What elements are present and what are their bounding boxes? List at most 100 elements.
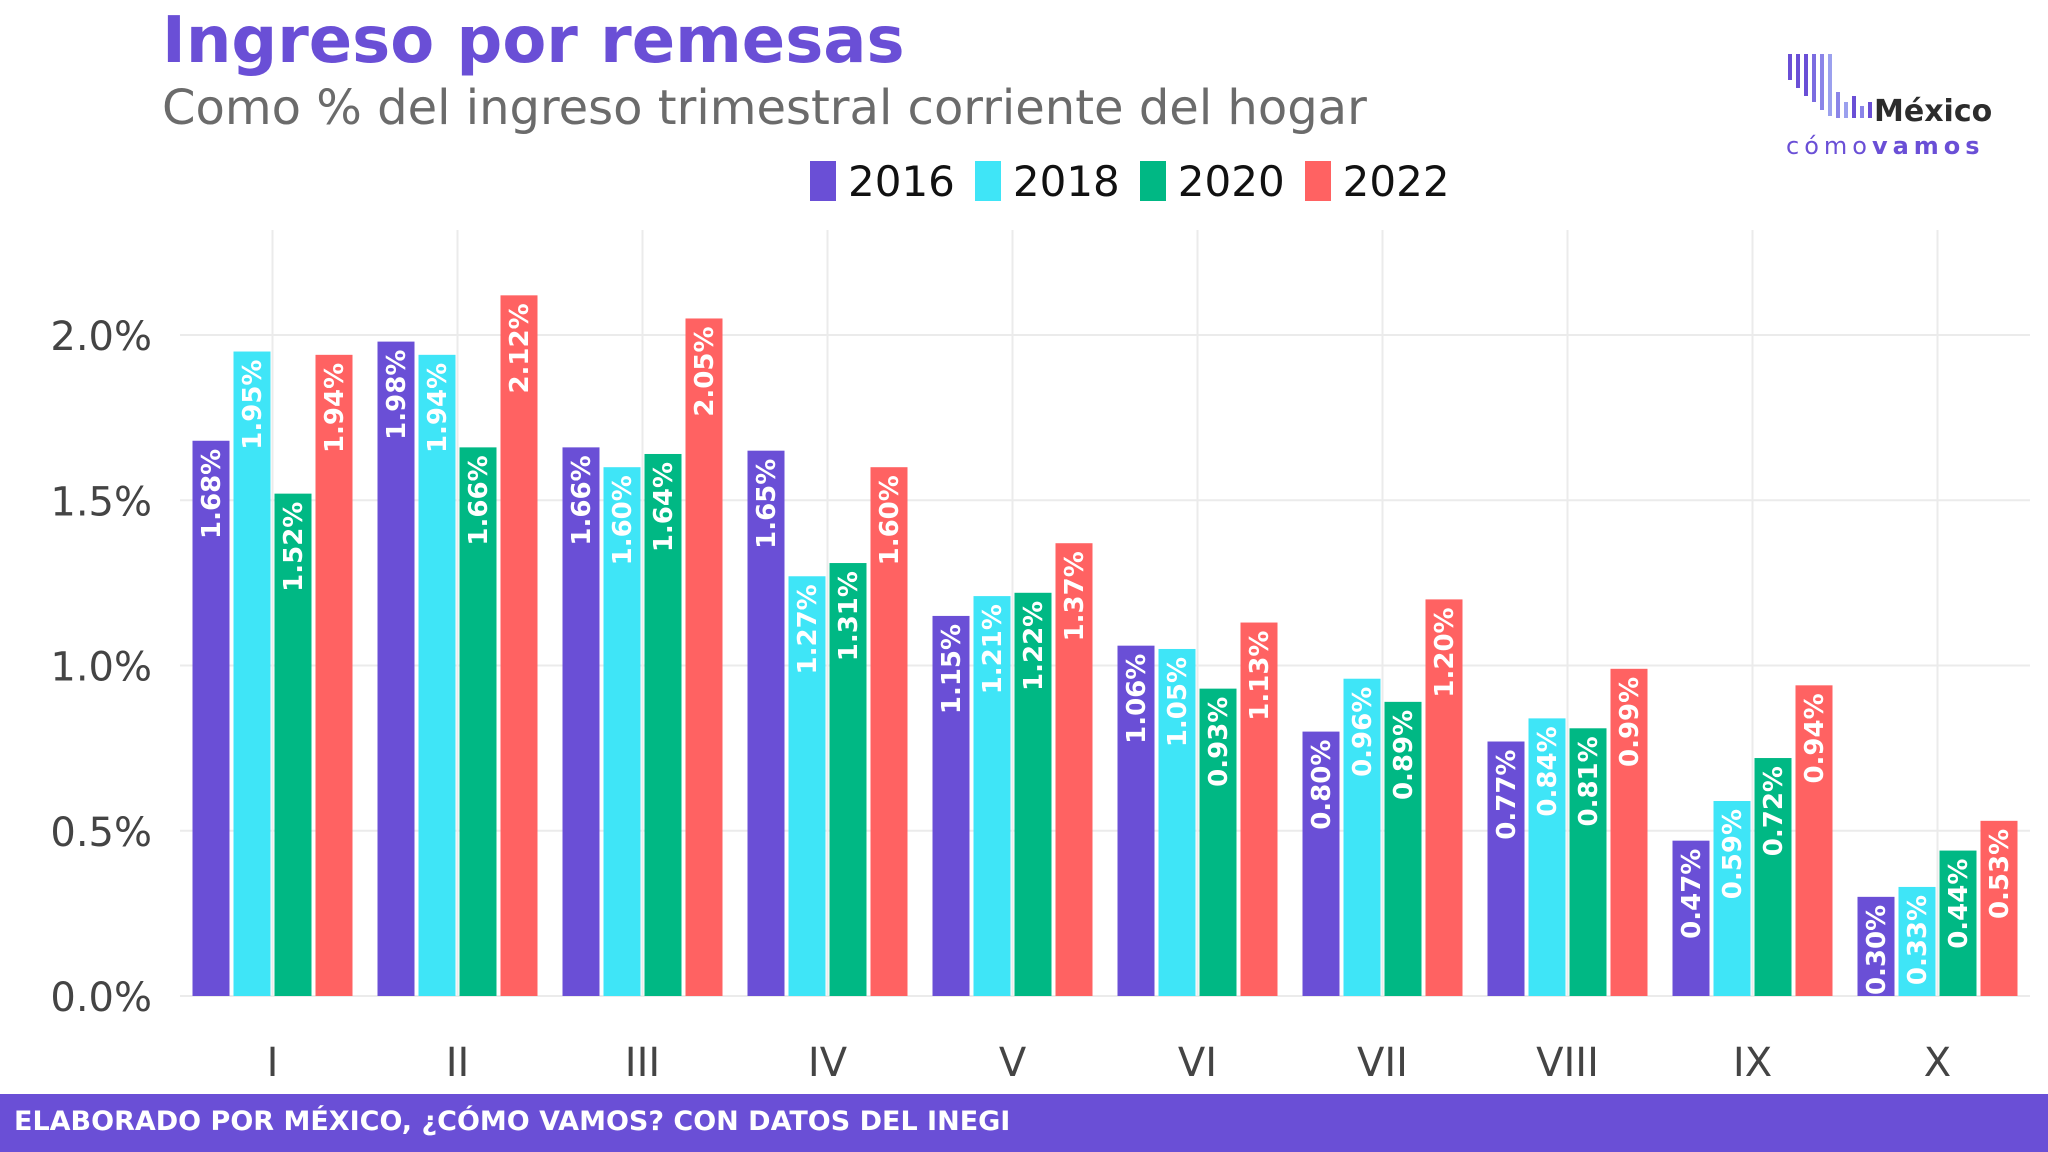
legend-label-2016: 2016 [848, 156, 955, 206]
bar-value-label: 1.05% [1163, 657, 1193, 747]
x-tick-label: V [999, 1040, 1027, 1086]
bar [1199, 688, 1237, 996]
x-tick-label: X [1924, 1040, 1951, 1086]
x-tick-label: VI [1178, 1040, 1217, 1086]
bar-value-label: 1.65% [752, 459, 782, 549]
bar-value-label: 1.94% [320, 363, 350, 453]
legend-swatch-2016 [810, 161, 836, 201]
bar-value-label: 2.05% [690, 326, 720, 416]
bar-value-label: 1.20% [1430, 607, 1460, 697]
bar [1980, 820, 2018, 996]
bar [1795, 685, 1833, 996]
x-tick-label: II [446, 1040, 470, 1086]
bar [1014, 592, 1052, 996]
y-tick-label: 0.0% [50, 975, 152, 1021]
y-tick-label: 0.5% [50, 810, 152, 856]
bar [788, 576, 826, 996]
bar [377, 341, 415, 996]
bar [562, 447, 600, 996]
bar-value-label: 1.66% [567, 455, 597, 545]
bar-value-label: 1.22% [1019, 601, 1049, 691]
legend-swatch-2020 [1139, 161, 1166, 201]
bar-value-label: 1.60% [608, 475, 638, 565]
x-tick-label: III [625, 1040, 660, 1086]
bar-value-label: 1.68% [197, 449, 227, 539]
bar [1055, 543, 1093, 996]
bar [1569, 728, 1607, 996]
bar [1117, 645, 1155, 996]
bar [1528, 718, 1566, 996]
bar-value-label: 1.37% [1060, 551, 1090, 641]
bar-value-label: 1.31% [834, 571, 864, 661]
bar [603, 467, 641, 996]
bar [1384, 701, 1422, 996]
bar-value-label: 0.94% [1800, 693, 1830, 783]
bar-value-label: 1.94% [423, 363, 453, 453]
bar [192, 440, 230, 996]
bar-value-label: 1.52% [279, 502, 309, 592]
bar [274, 493, 312, 996]
bar [1754, 758, 1792, 996]
legend-item-2016: 2016 [810, 157, 955, 206]
bar [1425, 599, 1463, 996]
x-tick-label: VIII [1536, 1040, 1599, 1086]
bar-value-label: 0.53% [1985, 829, 2015, 919]
bar [315, 354, 353, 997]
x-tick-label: VII [1357, 1040, 1408, 1086]
bar-value-label: 1.13% [1245, 631, 1275, 721]
x-tick-label: IV [808, 1040, 848, 1086]
bar-value-label: 2.12% [505, 303, 535, 393]
logo-text-como: cómo [1786, 132, 1872, 160]
bar-value-label: 1.15% [937, 624, 967, 714]
bar [500, 295, 538, 997]
bar [459, 447, 497, 996]
logo-bars-icon [1788, 54, 1872, 118]
bar-value-label: 1.64% [649, 462, 679, 552]
bar-value-label: 1.98% [382, 350, 412, 440]
bar [418, 354, 456, 997]
bar-value-label: 1.27% [793, 584, 823, 674]
bar-value-label: 1.66% [464, 455, 494, 545]
bar [1158, 648, 1196, 996]
bar [829, 563, 867, 996]
bar-value-label: 1.06% [1122, 654, 1152, 744]
bar [1240, 622, 1278, 996]
bar [1857, 896, 1895, 996]
bar [1898, 886, 1936, 996]
bar-value-label: 0.81% [1574, 736, 1604, 826]
bar-value-label: 0.33% [1903, 895, 1933, 985]
x-tick-label: I [267, 1040, 279, 1086]
bar-value-label: 0.30% [1862, 905, 1892, 995]
legend-swatch-2022 [1304, 161, 1331, 201]
footer-source-text: ELABORADO POR MÉXICO, ¿CÓMO VAMOS? CON D… [14, 1106, 1011, 1137]
bar-value-label: 1.60% [875, 475, 905, 565]
bar [1713, 801, 1751, 996]
legend-item-2020: 2020 [1139, 157, 1285, 206]
legend-item-2018: 2018 [974, 157, 1120, 206]
bar [1302, 731, 1340, 996]
footer-bar: ELABORADO POR MÉXICO, ¿CÓMO VAMOS? CON D… [0, 1094, 2048, 1152]
x-tick-label: IX [1733, 1040, 1772, 1086]
bar-value-label: 0.80% [1307, 740, 1337, 830]
chart-title: Ingreso por remesas [162, 4, 905, 78]
y-tick-label: 1.5% [50, 479, 152, 525]
bar [233, 351, 271, 996]
bar-value-label: 0.84% [1533, 726, 1563, 816]
bar-value-label: 1.95% [238, 360, 268, 450]
bar [1343, 678, 1381, 996]
bar-value-label: 0.93% [1204, 697, 1234, 787]
bar [870, 467, 908, 996]
bar-value-label: 0.77% [1492, 750, 1522, 840]
legend: 2016 2018 2020 2022 [810, 156, 1456, 206]
bar [932, 615, 970, 996]
bar-chart: 0.0% 0.5% 1.0% 1.5% 2.0% 1.68% 1.95% 1.52% 1.94%… [50, 230, 2030, 1086]
bar-value-label: 0.96% [1348, 687, 1378, 777]
bar [1939, 850, 1977, 996]
logo-text-vamos: vamos [1871, 132, 1985, 160]
y-tick-label: 2.0% [50, 314, 152, 360]
logo-text-como-vamos: cómovamos [1786, 132, 1985, 160]
bar [973, 596, 1011, 996]
bar-value-label: 0.59% [1718, 809, 1748, 899]
mexico-como-vamos-logo: México cómovamos [1782, 48, 2002, 164]
legend-label-2022: 2022 [1342, 156, 1450, 206]
